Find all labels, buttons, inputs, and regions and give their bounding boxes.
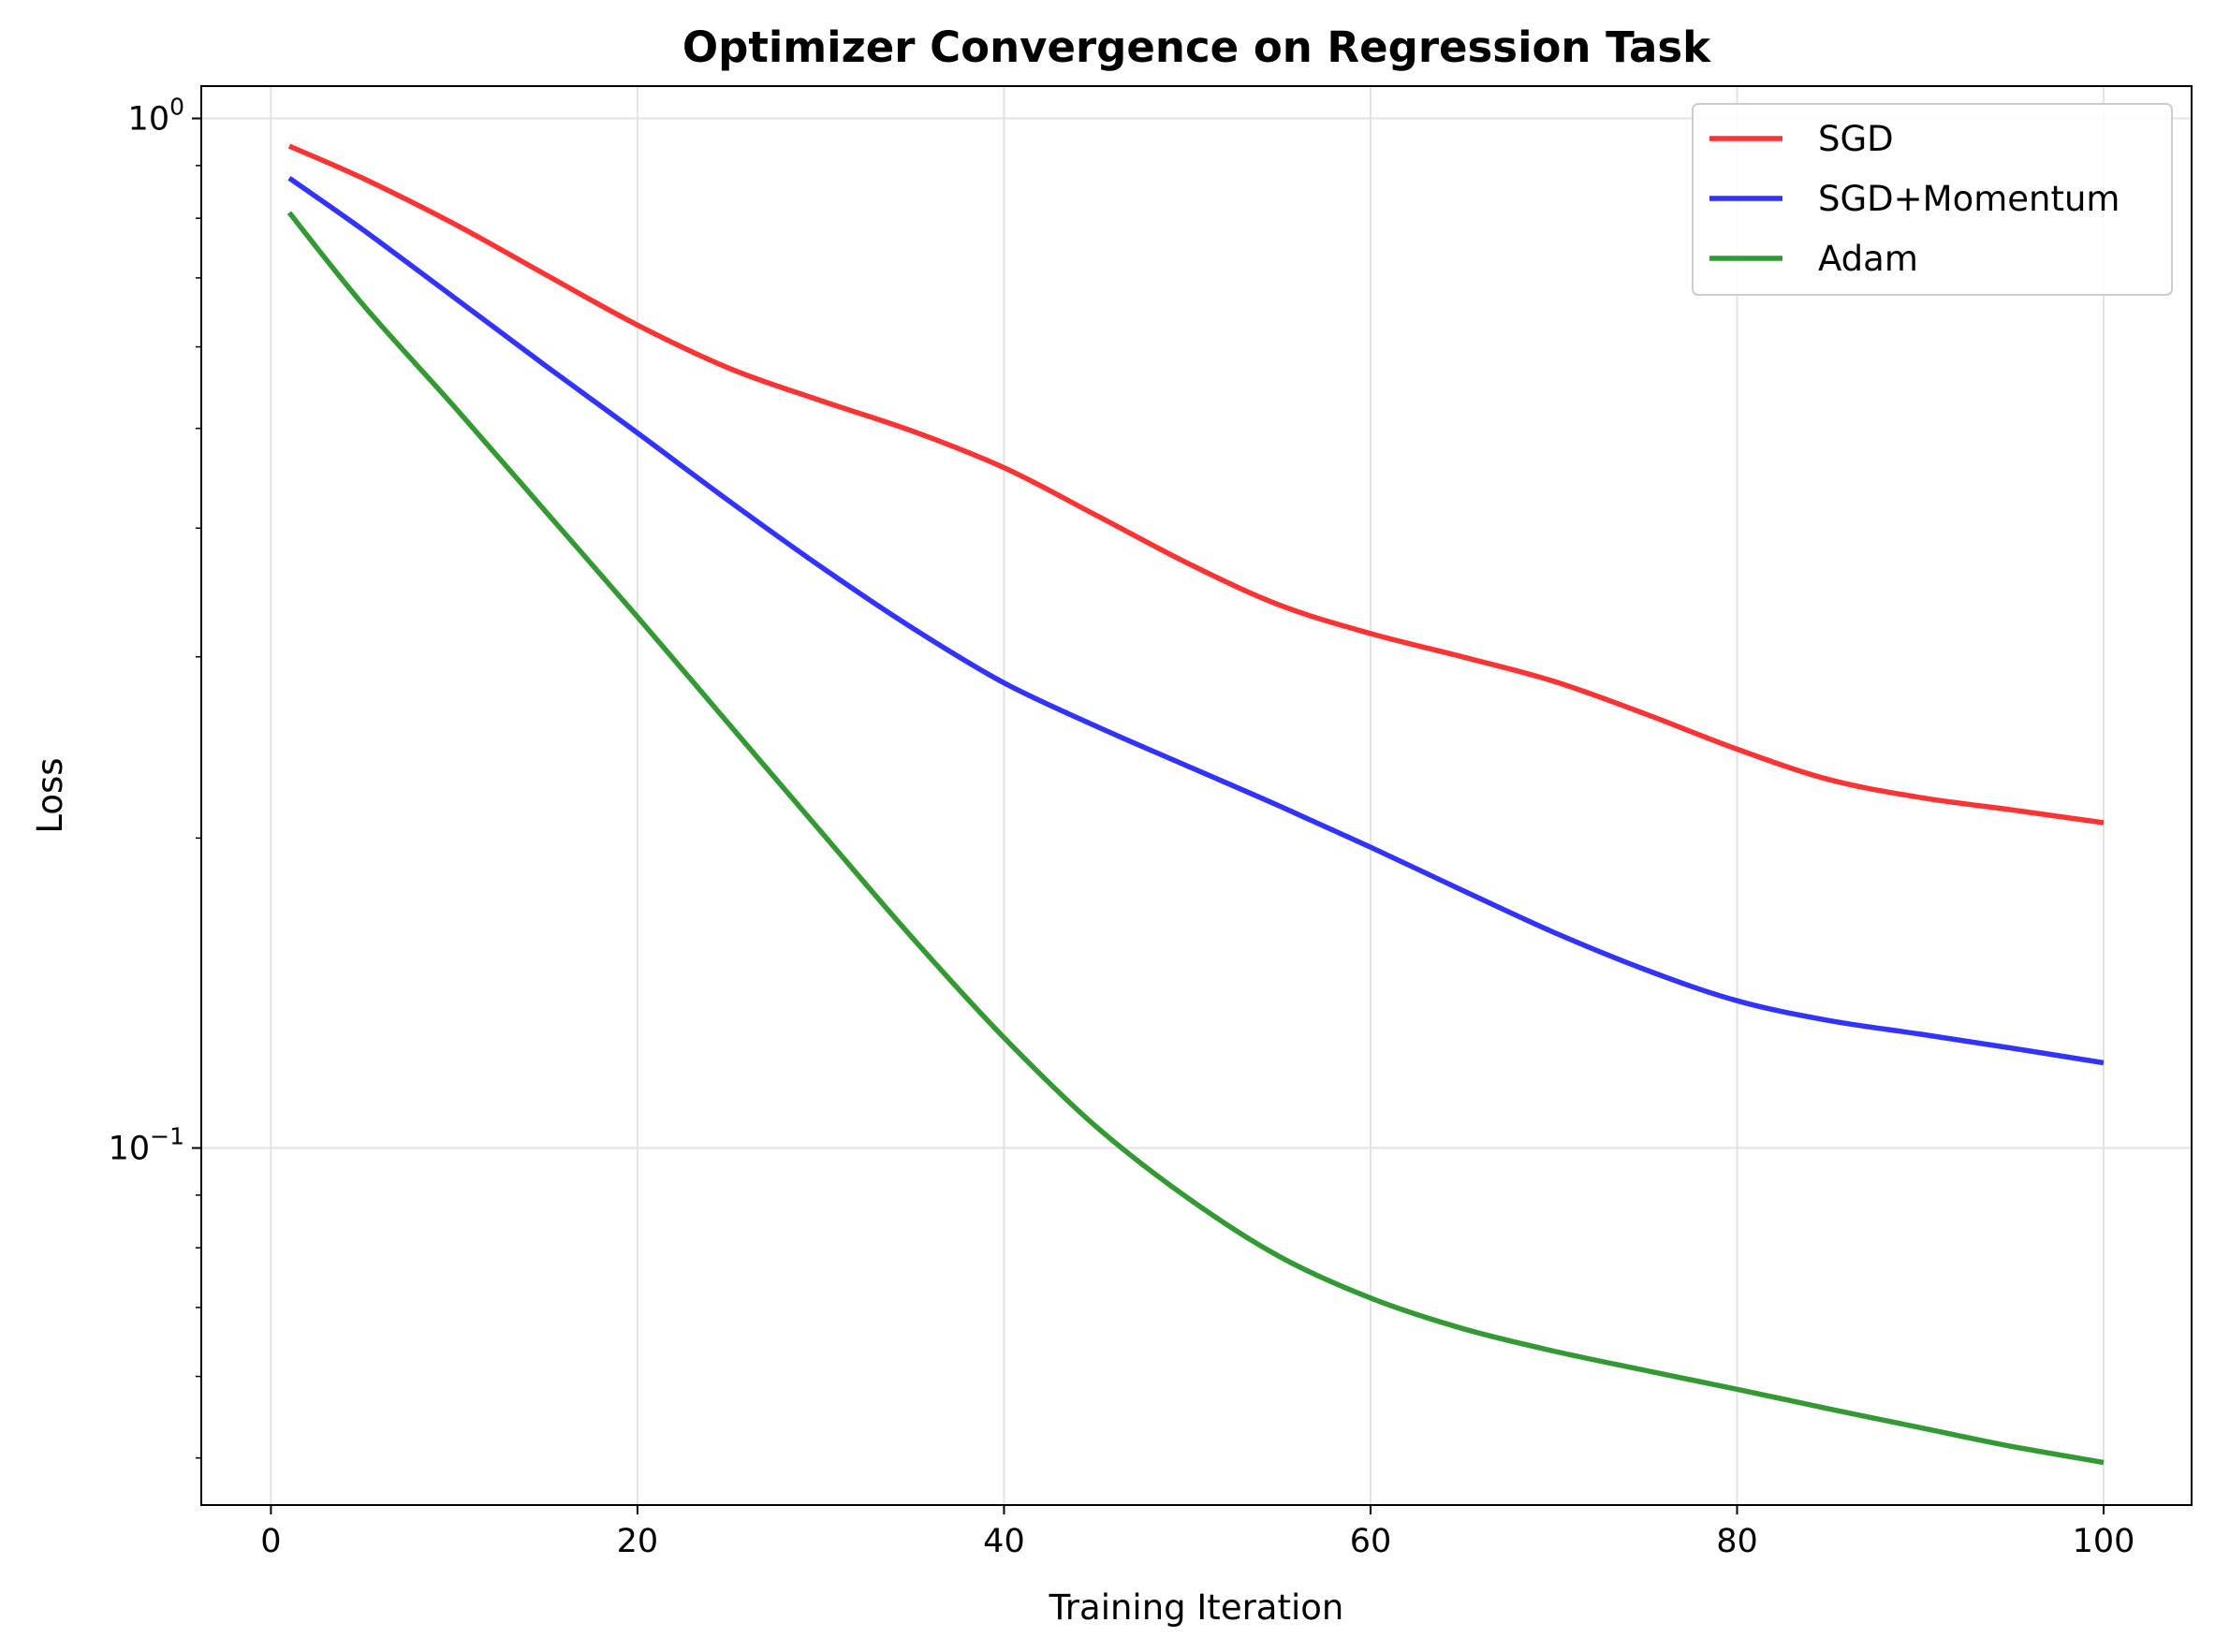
legend-label-sgd-momentum: SGD+Momentum <box>1818 179 2120 219</box>
legend: SGD SGD+Momentum Adam <box>1692 103 2173 296</box>
x-tick-label: 20 <box>617 1523 659 1560</box>
chart-title: Optimizer Convergence on Regression Task <box>682 22 1711 72</box>
y-tick-label: 100 <box>128 94 184 139</box>
axis-ticks: 0 20 40 60 80 100 100 10−1 <box>109 94 2135 1560</box>
plot-frame <box>200 85 2193 1506</box>
x-tick-label: 100 <box>2073 1523 2135 1560</box>
series-line-sgd-momentum <box>287 176 2105 1066</box>
x-tick-label: 0 <box>260 1523 281 1560</box>
legend-label-adam: Adam <box>1818 239 1918 279</box>
series-line-sgd <box>287 143 2105 826</box>
series-line-adam <box>286 211 2105 1466</box>
legend-label-sgd: SGD <box>1818 119 1894 159</box>
x-tick-label: 40 <box>983 1523 1025 1560</box>
x-tick-label: 60 <box>1350 1523 1392 1560</box>
series-lines <box>286 143 2105 1466</box>
x-axis-label: Training Iteration <box>1049 1587 1344 1628</box>
y-tick-label: 10−1 <box>109 1123 184 1168</box>
x-tick-label: 80 <box>1716 1523 1758 1560</box>
legend-box <box>1692 103 2173 296</box>
y-axis-label: Loss <box>30 757 70 833</box>
